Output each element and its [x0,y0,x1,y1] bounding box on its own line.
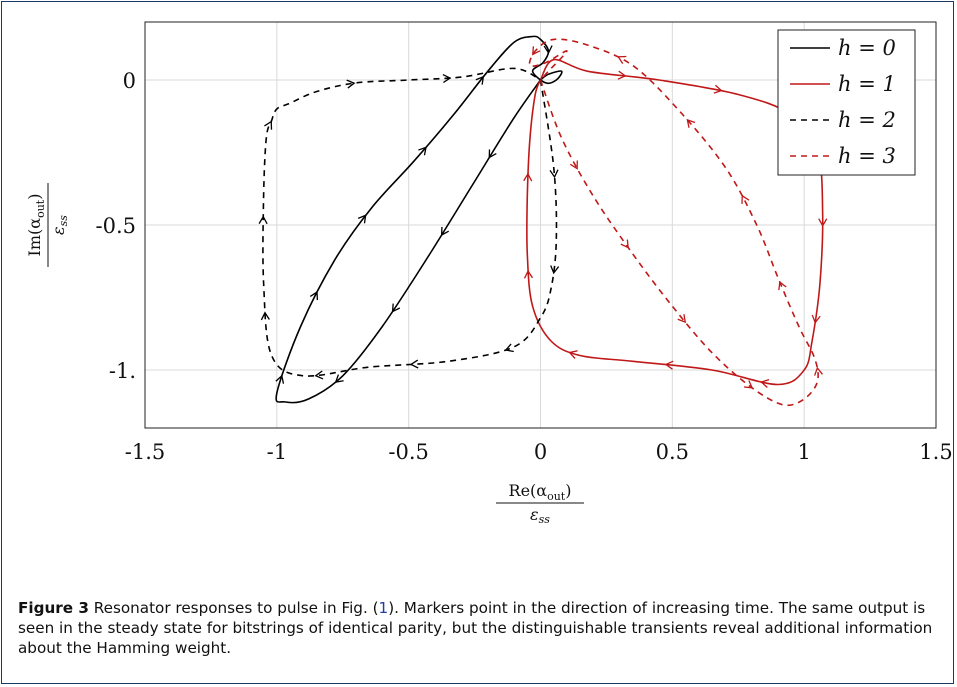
direction-marker [620,239,629,249]
figure-caption: Figure 3 Resonator responses to pulse in… [18,598,938,658]
y-tick-label: -1. [109,359,136,383]
direction-marker [760,379,770,388]
direction-marker [744,380,754,389]
legend-box [777,29,916,176]
direction-marker [488,149,497,159]
legend: h = 0 h = 1 h = 2 h = 3 [777,29,916,176]
direction-marker [442,73,452,84]
direction-marker [550,265,560,275]
direction-marker [357,214,367,224]
direction-marker [346,79,356,89]
y-axis-label: Im(αout) εss [25,183,70,267]
direction-marker [264,120,273,130]
y-tick-label: -0.5 [96,214,137,238]
y-tick-label: 0 [123,69,136,93]
x-axis-label-numerator: Re(αout) [509,481,572,503]
direction-marker [504,343,514,353]
direction-marker [418,146,427,156]
direction-marker [391,303,401,313]
y-tick-labels: -1. -0.5 0 [96,69,137,383]
direction-marker [549,169,559,179]
series-line [262,67,558,377]
x-tick-label: 0.5 [656,440,689,464]
x-tick-label: 1 [797,440,810,464]
x-tick-label: 0 [534,440,547,464]
direction-marker [811,314,821,324]
series-line [528,38,819,407]
series-line [525,58,824,386]
direction-marker [334,374,344,384]
direction-marker [309,290,319,301]
direction-marker [568,350,578,359]
y-axis-label-numerator: Im(αout) [25,194,47,257]
direction-marker [741,194,750,204]
legend-label: h = 2 [838,108,896,132]
direction-marker [617,70,627,80]
legend-label: h = 1 [838,72,896,96]
phase-plot: -1.5 -1 -0.5 0 0.5 1 1.5 -1. -0.5 0 Re(αout) εss… [25,21,953,526]
direction-marker [314,370,324,380]
y-axis-label-denominator: εss [49,215,70,235]
x-tick-label: -1.5 [125,440,166,464]
direction-marker [409,359,419,369]
caption-label: Figure 3 [18,599,89,617]
direction-marker [686,118,696,128]
direction-marker [258,215,268,225]
plot-border [144,21,937,429]
caption-figure-link[interactable]: 1 [378,599,389,617]
direction-marker [275,374,285,384]
direction-marker [778,280,787,291]
direction-marker [818,218,828,228]
legend-label: h = 3 [838,144,896,168]
direction-marker [677,314,687,324]
x-tick-label: -0.5 [388,440,429,464]
direction-marker [440,226,450,237]
series-0 [275,35,563,404]
direction-marker [569,160,578,170]
direction-marker [523,172,533,182]
direction-marker [475,75,485,85]
x-tick-label: -1 [267,440,287,464]
direction-marker [617,55,627,64]
direction-marker [713,84,723,94]
x-axis-label: Re(αout) εss [496,481,584,526]
direction-marker [664,360,674,370]
x-tick-labels: -1.5 -1 -0.5 0 0.5 1 1.5 [125,440,953,464]
x-axis-label-denominator: εss [530,505,550,526]
caption-text-2: ). Markers point in the direction of inc… [18,599,933,657]
legend-label: h = 0 [838,36,896,60]
series-2 [258,67,560,380]
direction-marker [543,45,553,55]
direction-marker [523,269,534,279]
caption-text-1: Resonator responses to pulse in Fig. ( [88,599,379,617]
x-tick-label: 1.5 [919,440,952,464]
series-3 [528,38,823,407]
direction-marker [532,46,541,56]
series-1 [523,58,828,388]
direction-marker [813,366,823,376]
direction-marker [260,311,270,321]
series-layer [258,35,828,407]
series-line [275,35,563,404]
